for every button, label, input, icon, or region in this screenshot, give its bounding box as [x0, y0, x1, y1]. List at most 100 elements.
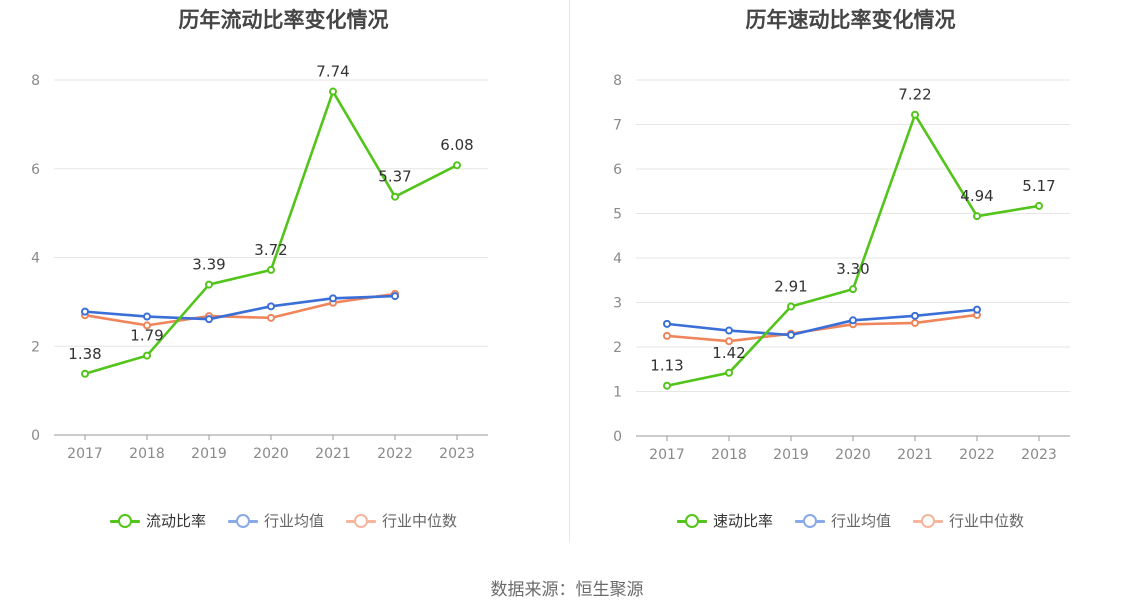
legend-label: 行业均值	[263, 512, 324, 530]
data-point	[725, 368, 733, 377]
legend-swatch	[346, 513, 376, 528]
data-point	[205, 280, 213, 289]
data-point	[267, 313, 275, 322]
legend-label: 行业均值	[830, 512, 891, 530]
y-tick-label: 2	[31, 339, 40, 355]
data-label: 2.91	[774, 278, 807, 296]
x-tick-label: 2020	[253, 446, 289, 462]
data-point	[81, 369, 89, 378]
y-tick-label: 8	[31, 73, 40, 89]
current-ratio-chart: 历年流动比率变化情况 0 2 4 6 8 2017 2018 2019 2020 2021 2022…	[0, 0, 567, 560]
data-point	[143, 351, 151, 360]
data-point	[849, 316, 857, 325]
legend-swatch	[913, 513, 943, 528]
y-tick-label: 2	[613, 340, 622, 356]
data-point	[391, 292, 399, 301]
data-point	[663, 319, 671, 328]
series-line	[84, 292, 396, 327]
data-label: 7.22	[898, 86, 931, 104]
data-label: 3.72	[254, 241, 287, 259]
data-point	[329, 294, 337, 303]
legend-label: 流动比率	[145, 512, 206, 530]
data-point	[725, 337, 733, 346]
data-point	[787, 302, 795, 311]
legend-swatch	[676, 513, 707, 528]
x-tick-label: 2022	[377, 446, 413, 462]
legend-label: 行业中位数	[382, 512, 458, 530]
data-point	[81, 307, 89, 316]
x-tick-label: 2019	[773, 447, 809, 463]
data-label: 6.08	[440, 136, 473, 154]
y-tick-label: 4	[31, 251, 40, 267]
data-point	[849, 285, 857, 294]
data-label: 5.17	[1022, 177, 1055, 195]
legend-item[interactable]: 行业中位数	[913, 510, 1024, 531]
data-label: 1.38	[68, 345, 101, 363]
x-tick-label: 2018	[129, 446, 165, 462]
data-label: 7.74	[316, 63, 349, 81]
data-point	[329, 87, 337, 96]
data-label: 3.30	[836, 260, 869, 278]
data-point	[911, 311, 919, 320]
data-point	[205, 315, 213, 324]
x-tick-label: 2023	[1021, 447, 1057, 463]
data-point	[663, 381, 671, 390]
data-point	[267, 302, 275, 311]
legend-label: 行业中位数	[949, 512, 1025, 530]
x-tick-label: 2017	[649, 447, 685, 463]
data-label: 1.42	[712, 344, 745, 362]
legend-label: 速动比率	[712, 512, 773, 530]
x-tick-label: 2020	[835, 447, 871, 463]
x-tick-label: 2019	[191, 446, 227, 462]
data-point	[143, 312, 151, 321]
data-point	[973, 305, 981, 314]
data-point	[143, 321, 151, 330]
legend-item[interactable]: 行业中位数	[346, 510, 457, 531]
y-tick-label: 7	[613, 118, 622, 134]
legend-item[interactable]: 速动比率	[676, 510, 773, 531]
legend-item[interactable]: 行业均值	[227, 510, 324, 531]
y-tick-label: 8	[613, 73, 622, 89]
x-tick-label: 2021	[315, 446, 351, 462]
data-point	[391, 192, 399, 201]
data-label: 4.94	[960, 187, 993, 205]
x-tick-label: 2021	[897, 447, 933, 463]
y-tick-label: 0	[31, 428, 40, 444]
quick-ratio-chart: 历年速动比率变化情况 0 1 2 3 4 5 6 7 8 2017 2018 2019 2020 2021…	[567, 0, 1134, 560]
legend-item[interactable]: 流动比率	[109, 510, 206, 531]
chart-legend: 流动比率 行业均值 行业中位数	[0, 510, 567, 531]
x-tick-label: 2023	[439, 446, 475, 462]
chart-plot: 0 1 2 3 4 5 6 7 8 2017 2018 2019 2020 2021 2022 2023 1.1…	[613, 73, 1070, 463]
data-point	[787, 330, 795, 339]
data-source: 数据来源：恒生聚源	[490, 580, 644, 600]
y-tick-label: 5	[613, 207, 622, 223]
y-tick-label: 6	[613, 162, 622, 178]
data-label: 3.39	[192, 256, 225, 274]
y-tick-label: 6	[31, 162, 40, 178]
chart-legend: 速动比率 行业均值 行业中位数	[567, 510, 1134, 531]
data-point	[453, 161, 461, 170]
x-tick-label: 2018	[711, 447, 747, 463]
chart-title: 历年速动比率变化情况	[745, 8, 956, 32]
data-label: 5.37	[378, 168, 411, 186]
legend-item[interactable]: 行业均值	[794, 510, 891, 531]
data-point	[1035, 201, 1043, 210]
data-point	[267, 265, 275, 274]
y-tick-label: 0	[613, 429, 622, 445]
y-tick-label: 1	[613, 385, 622, 401]
y-tick-label: 3	[613, 296, 622, 312]
legend-swatch	[794, 513, 825, 528]
y-tick-label: 4	[613, 251, 622, 267]
panel-divider	[569, 0, 570, 542]
x-tick-label: 2022	[959, 447, 995, 463]
legend-swatch	[227, 513, 258, 528]
chart-plot: 0 2 4 6 8 2017 2018 2019 2020 2021 2022 2023 1.38 1.7…	[31, 63, 488, 462]
data-point	[725, 326, 733, 335]
data-point	[911, 110, 919, 119]
x-tick-label: 2017	[67, 446, 103, 462]
legend-swatch	[109, 513, 140, 528]
data-point	[911, 318, 919, 327]
data-point	[663, 331, 671, 340]
series-line	[666, 308, 978, 337]
chart-title: 历年流动比率变化情况	[178, 8, 389, 32]
